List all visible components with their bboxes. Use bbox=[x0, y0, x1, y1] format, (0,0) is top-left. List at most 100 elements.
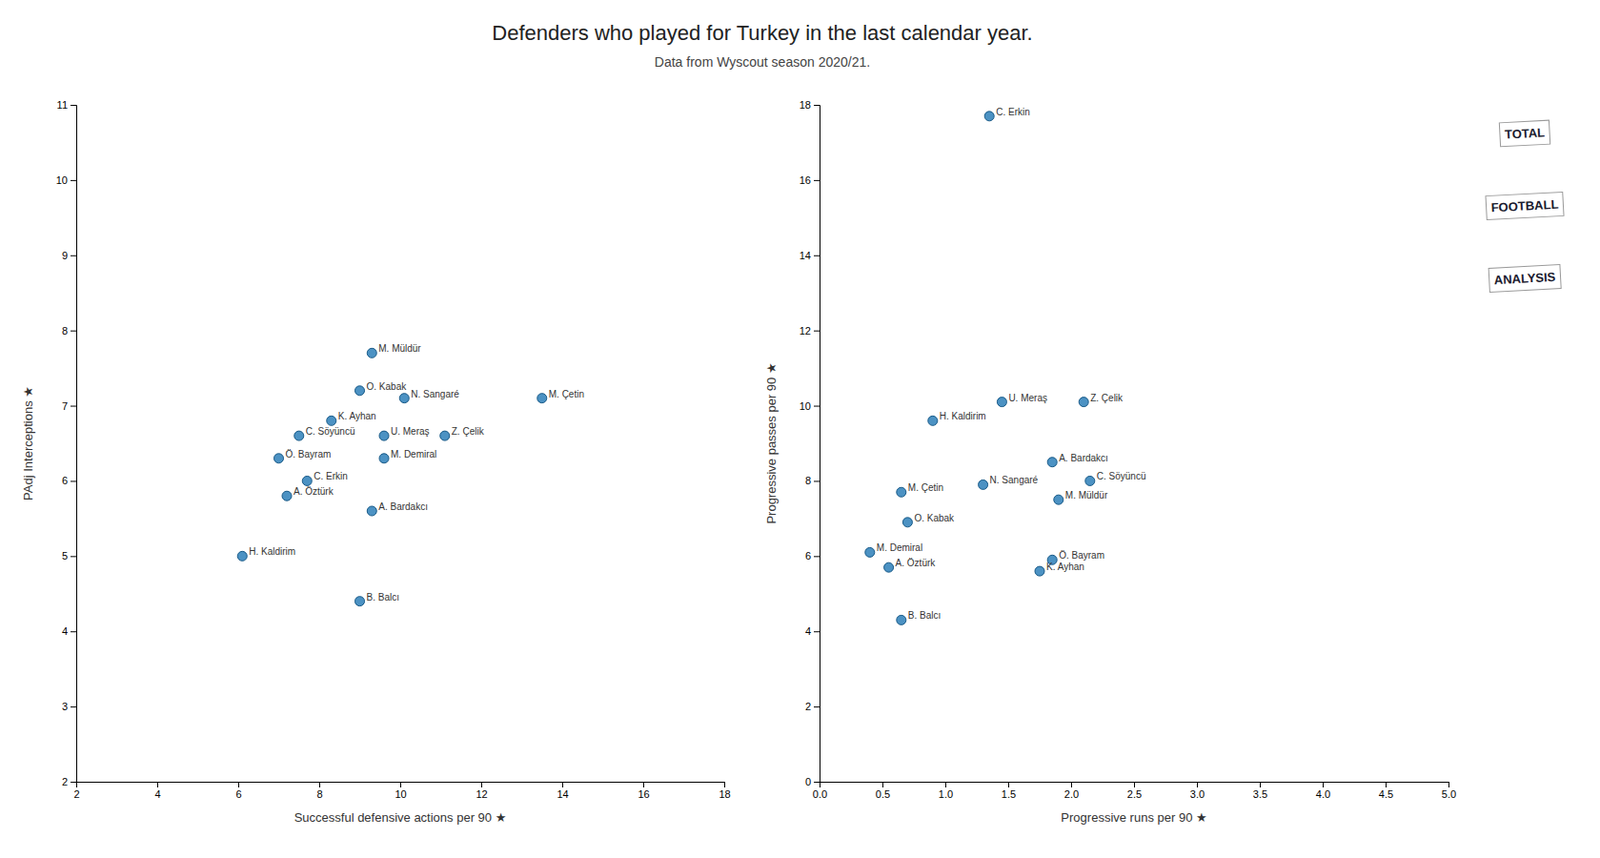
tick: 3.0 bbox=[1190, 781, 1205, 800]
tick: 11 bbox=[57, 99, 77, 111]
point bbox=[896, 486, 907, 497]
x-axis-line bbox=[77, 782, 726, 789]
point bbox=[1047, 457, 1057, 467]
point-label: C. Söyüncü bbox=[305, 425, 356, 437]
point bbox=[355, 385, 365, 396]
tick-mark bbox=[813, 781, 820, 783]
point-label: N. Sangaré bbox=[990, 474, 1039, 486]
tick-mark bbox=[813, 104, 820, 106]
logo-badge: FOOTBALL bbox=[1485, 191, 1564, 220]
point-label: M. Müldür bbox=[378, 343, 422, 354]
tick-label: 0.0 bbox=[812, 788, 828, 800]
tick: 14 bbox=[799, 249, 820, 262]
tick-label: 6 bbox=[805, 549, 811, 562]
tick: 14 bbox=[556, 781, 568, 800]
tick-label: 3 bbox=[61, 700, 68, 712]
logo-text: FOOTBALL bbox=[1490, 197, 1560, 216]
point bbox=[896, 614, 907, 625]
tick-mark bbox=[813, 480, 820, 482]
y-axis-line bbox=[70, 105, 78, 783]
tick-label: 9 bbox=[61, 249, 68, 262]
logo-box bbox=[1488, 264, 1561, 293]
point-label: Ö. Bayram bbox=[285, 448, 332, 460]
chart-root: 24681012141618234567891011M. MüldürO. Ka… bbox=[0, 0, 1600, 858]
point bbox=[1034, 566, 1045, 576]
tick-label: 4 bbox=[805, 625, 811, 637]
tick-label: 3.5 bbox=[1253, 788, 1268, 800]
tick-mark bbox=[813, 330, 820, 332]
tick-label: 8 bbox=[805, 474, 811, 487]
tick-mark bbox=[562, 781, 564, 788]
x-axis-title: Progressive runs per 90 ★ bbox=[1060, 810, 1207, 825]
point-label: M. Çetin bbox=[548, 388, 585, 400]
tick: 4 bbox=[805, 625, 820, 637]
tick-mark bbox=[238, 781, 240, 788]
tick-mark bbox=[882, 781, 884, 788]
tick-label: 14 bbox=[556, 788, 568, 800]
logo-badge: ANALYSIS bbox=[1488, 264, 1561, 293]
point-label: M. Demiral bbox=[876, 542, 923, 553]
tick: 4.5 bbox=[1378, 781, 1394, 800]
tick-mark bbox=[70, 480, 77, 482]
tick-label: 18 bbox=[799, 99, 811, 111]
tick: 12 bbox=[475, 781, 487, 800]
tick-mark bbox=[813, 630, 820, 632]
tick-mark bbox=[481, 781, 483, 788]
tick: 2 bbox=[805, 700, 820, 712]
point bbox=[440, 430, 450, 441]
tick: 8 bbox=[316, 781, 323, 800]
point-label: M. Çetin bbox=[908, 482, 944, 493]
tick-label: 12 bbox=[475, 788, 487, 800]
logo-text: ANALYSIS bbox=[1493, 269, 1557, 287]
tick-mark bbox=[70, 255, 77, 257]
tick: 2 bbox=[61, 775, 77, 788]
point-label: H. Kaldirim bbox=[248, 546, 296, 557]
tick-label: 7 bbox=[61, 400, 68, 412]
points bbox=[237, 347, 547, 606]
tick: 10 bbox=[56, 174, 77, 186]
y-axis-title: Progressive passes per 90 ★ bbox=[764, 362, 779, 524]
tick-mark bbox=[70, 555, 77, 557]
tick-label: 4 bbox=[61, 625, 68, 637]
tick-label: 2 bbox=[805, 700, 811, 712]
tick: 9 bbox=[61, 249, 77, 262]
point-label: C. Erkin bbox=[313, 470, 348, 482]
y-axis: 234567891011 bbox=[56, 99, 78, 788]
point-label: K. Ayhan bbox=[338, 410, 377, 422]
point bbox=[355, 596, 365, 607]
tick-label: 12 bbox=[799, 324, 811, 337]
point-label: Z. Çelik bbox=[1090, 392, 1124, 404]
point bbox=[379, 430, 389, 441]
tick: 10 bbox=[799, 400, 820, 412]
tick: 0.5 bbox=[875, 781, 891, 800]
point-label: C. Söyüncü bbox=[1096, 470, 1147, 482]
point-labels: M. MüldürO. KabakN. SangaréM. ÇetinK. Ay… bbox=[248, 343, 585, 602]
tick-mark bbox=[1448, 781, 1450, 788]
tick-label: 0.5 bbox=[875, 788, 891, 800]
point bbox=[399, 393, 409, 404]
point bbox=[978, 479, 989, 489]
x-axis: 0.00.51.01.52.02.53.03.54.04.55.0 bbox=[812, 781, 1457, 800]
tick: 10 bbox=[394, 781, 406, 800]
tick-label: 6 bbox=[235, 788, 242, 800]
tick: 4 bbox=[154, 781, 161, 800]
tick-mark bbox=[70, 706, 77, 708]
tick-label: 3.0 bbox=[1190, 788, 1205, 800]
point-label: H. Kaldirim bbox=[939, 410, 987, 422]
tick-mark bbox=[1008, 781, 1010, 788]
tick: 8 bbox=[61, 324, 77, 337]
points bbox=[865, 111, 1095, 626]
tick-mark bbox=[1196, 781, 1198, 788]
tick: 5.0 bbox=[1441, 781, 1457, 800]
tick-label: 14 bbox=[799, 249, 811, 262]
tick-mark bbox=[319, 781, 321, 788]
point bbox=[884, 562, 894, 572]
tick: 1.0 bbox=[938, 781, 953, 800]
tick-mark bbox=[70, 104, 77, 106]
tick-label: 16 bbox=[799, 174, 811, 186]
tick: 7 bbox=[61, 400, 77, 412]
logo-badge: TOTAL bbox=[1498, 120, 1550, 147]
x-axis-title: Successful defensive actions per 90 ★ bbox=[294, 810, 507, 825]
tick: 18 bbox=[799, 99, 820, 111]
point bbox=[366, 506, 377, 516]
